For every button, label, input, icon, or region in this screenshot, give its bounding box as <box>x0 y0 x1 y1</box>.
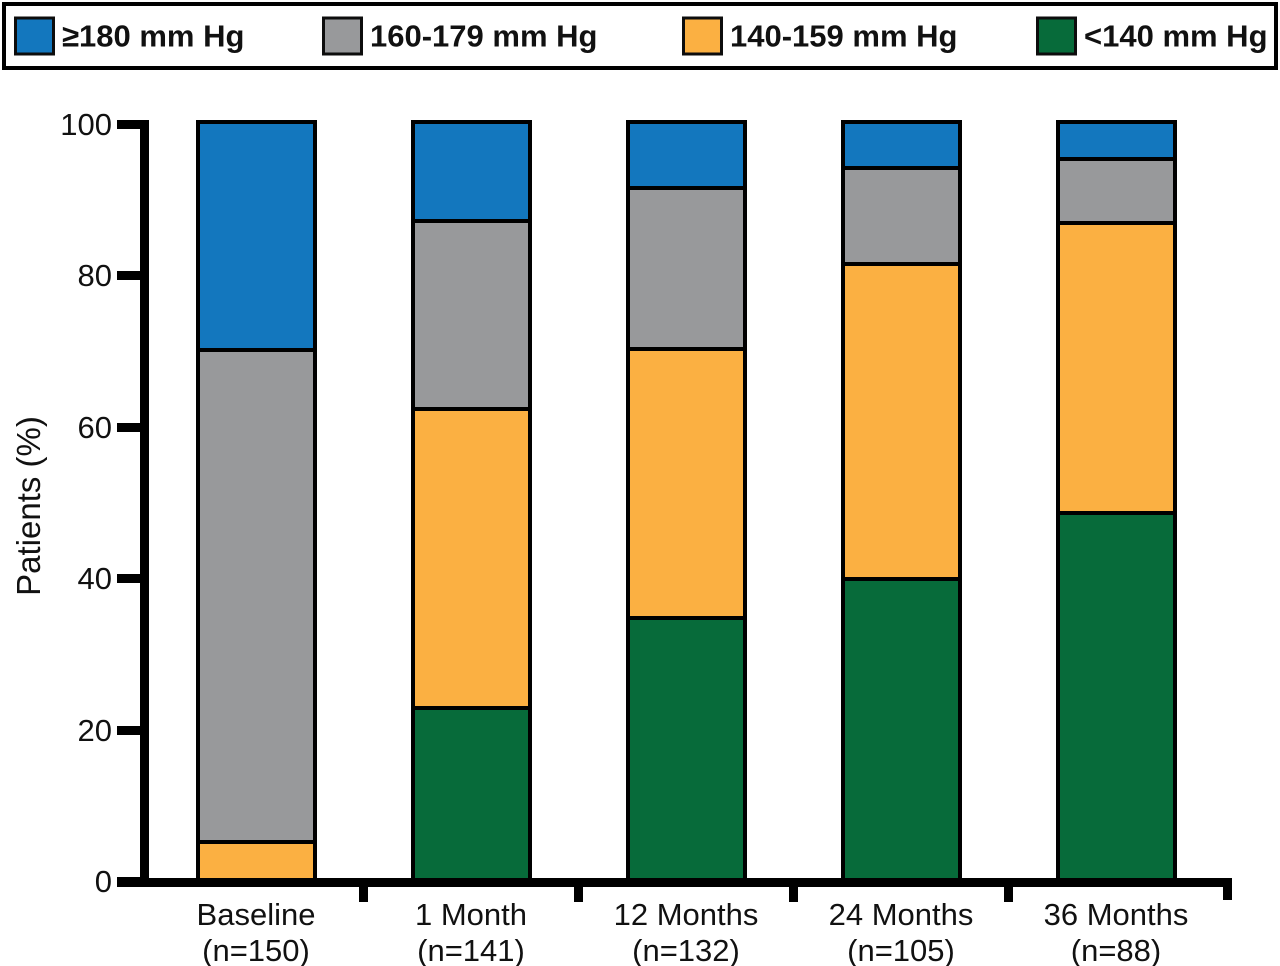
y-tick-100 <box>117 120 141 129</box>
x-category-n: (n=141) <box>417 933 525 966</box>
bar-1-month <box>411 120 532 882</box>
y-tick-60 <box>117 423 141 432</box>
bar-segment-series-0 <box>1060 124 1173 162</box>
bar-24-months <box>841 120 962 882</box>
legend-swatch-140-159-icon <box>682 16 723 56</box>
x-category-name: 36 Months <box>1043 897 1189 932</box>
bar-segment-series-3 <box>845 581 958 878</box>
x-category-name: 24 Months <box>828 897 974 932</box>
legend-swatch-160-179-icon <box>322 16 363 56</box>
bar-segment-series-1 <box>200 351 313 845</box>
legend-label-ge180: ≥180 mm Hg <box>62 18 245 53</box>
x-category-n: (n=132) <box>632 933 740 966</box>
bar-segment-series-2 <box>845 266 958 582</box>
y-tick-label-20: 20 <box>77 713 112 748</box>
legend-label-lt140: <140 mm Hg <box>1084 18 1268 53</box>
y-tick-0 <box>117 877 141 886</box>
bar-36-months <box>1056 120 1177 882</box>
legend-label-140-159: 140-159 mm Hg <box>730 18 958 53</box>
legend-swatch-lt140-icon <box>1036 16 1077 56</box>
bar-segment-series-3 <box>630 619 743 878</box>
bar-segment-series-2 <box>415 410 528 710</box>
y-tick-label-0: 0 <box>94 864 112 899</box>
bar-segment-series-2 <box>630 351 743 620</box>
bar-segment-series-1 <box>845 170 958 267</box>
bar-segment-series-2 <box>1060 224 1173 516</box>
legend-item-lt140: <140 mm Hg <box>1036 16 1268 56</box>
x-category-label-baseline: Baseline (n=150) <box>146 897 366 966</box>
legend-item-140-159: 140-159 mm Hg <box>682 16 958 56</box>
legend-item-ge180: ≥180 mm Hg <box>14 16 245 56</box>
x-category-name: 1 Month <box>414 897 527 932</box>
x-tick-3 <box>789 887 798 902</box>
bar-segment-series-3 <box>415 709 528 878</box>
x-category-n: (n=105) <box>847 933 955 966</box>
legend-label-160-179: 160-179 mm Hg <box>370 18 598 53</box>
x-axis-line <box>117 878 1232 887</box>
y-tick-20 <box>117 726 141 735</box>
x-category-label-36-months: 36 Months (n=88) <box>1006 897 1226 966</box>
x-category-label-1-month: 1 Month (n=141) <box>361 897 581 966</box>
x-category-name: Baseline <box>196 897 316 932</box>
x-category-label-24-months: 24 Months (n=105) <box>791 897 1011 966</box>
bar-segment-series-0 <box>415 124 528 223</box>
x-tick-1 <box>359 887 368 902</box>
x-tick-4 <box>1004 887 1013 902</box>
bar-segment-series-0 <box>845 124 958 171</box>
y-axis-line <box>140 120 149 886</box>
y-tick-label-80: 80 <box>77 258 112 293</box>
bar-segment-series-2 <box>200 844 313 878</box>
y-tick-label-40: 40 <box>77 561 112 596</box>
x-category-n: (n=150) <box>202 933 310 966</box>
x-category-name: 12 Months <box>613 897 759 932</box>
bar-segment-series-0 <box>200 124 313 352</box>
legend-item-160-179: 160-179 mm Hg <box>322 16 598 56</box>
legend-swatch-ge180-icon <box>14 16 55 56</box>
x-axis-end-tick <box>1223 887 1232 900</box>
y-axis-title: Patients (%) <box>10 416 47 596</box>
x-category-n: (n=88) <box>1070 933 1162 966</box>
x-category-label-12-months: 12 Months (n=132) <box>576 897 796 966</box>
y-tick-label-100: 100 <box>60 107 112 142</box>
bar-segment-series-3 <box>1060 515 1173 878</box>
bar-segment-series-1 <box>1060 161 1173 225</box>
x-tick-2 <box>574 887 583 902</box>
legend: ≥180 mm Hg 160-179 mm Hg 140-159 mm Hg <… <box>2 2 1278 70</box>
bar-12-months <box>626 120 747 882</box>
bar-segment-series-1 <box>630 189 743 352</box>
y-tick-80 <box>117 271 141 280</box>
bar-segment-series-1 <box>415 222 528 411</box>
bar-baseline <box>196 120 317 882</box>
bar-segment-series-0 <box>630 124 743 190</box>
y-tick-40 <box>117 574 141 583</box>
y-tick-label-60: 60 <box>77 410 112 445</box>
